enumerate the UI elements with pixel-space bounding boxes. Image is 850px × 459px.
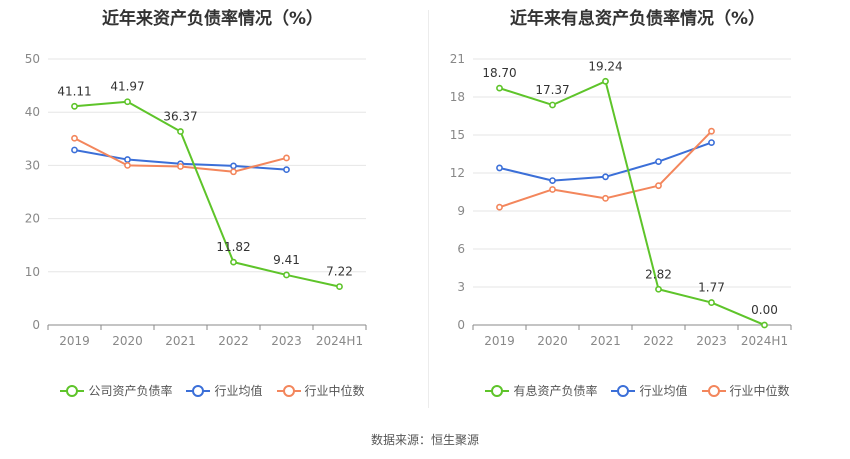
y-tick-label: 50 (25, 52, 40, 66)
data-point (230, 258, 237, 266)
chart-title: 近年来资产负债率情况（%） (101, 9, 324, 29)
chart-title: 近年来有息资产负债率情况（%） (509, 9, 766, 29)
legend-swatch-icon (186, 384, 211, 398)
legend-label: 公司资产负债率 (88, 384, 173, 398)
x-tick-label: 2024H1 (316, 334, 363, 348)
y-tick-label: 20 (25, 212, 40, 226)
data-point (708, 299, 715, 306)
x-tick-label: 2022 (643, 334, 674, 348)
legend-label: 行业均值 (214, 384, 263, 398)
data-point (655, 158, 662, 165)
data-point (283, 166, 290, 174)
legend-item[interactable]: 行业均值 (186, 382, 263, 399)
x-tick-label: 2019 (59, 334, 90, 348)
chart-legend: 公司资产负债率 行业均值 行业中位数 (0, 382, 425, 399)
data-point (549, 186, 556, 193)
data-point (708, 139, 715, 146)
data-label: 9.41 (273, 253, 300, 267)
data-point (336, 283, 343, 290)
data-label: 17.37 (535, 83, 569, 97)
data-label: 18.70 (482, 66, 516, 80)
data-point (177, 128, 184, 135)
x-tick-label: 2021 (165, 334, 196, 348)
x-tick-label: 2022 (218, 334, 249, 348)
y-tick-label: 15 (450, 128, 465, 142)
y-tick-label: 9 (457, 204, 465, 218)
data-point (496, 164, 503, 172)
y-tick-label: 6 (457, 242, 465, 256)
y-tick-label: 3 (457, 280, 465, 294)
legend-item[interactable]: 有息资产负债率 (485, 382, 597, 399)
y-tick-label: 12 (450, 166, 465, 180)
data-label: 1.77 (698, 281, 725, 295)
legend-swatch-icon (611, 384, 636, 398)
data-point (602, 173, 609, 181)
x-tick-label: 2021 (590, 334, 621, 348)
data-point (71, 146, 78, 154)
data-label: 2.82 (645, 267, 672, 281)
data-label: 0.00 (751, 303, 778, 317)
data-point (230, 168, 237, 176)
data-point (71, 134, 78, 142)
data-point (602, 77, 609, 85)
chart-legend: 有息资产负债率 行业均值 行业中位数 (425, 382, 850, 399)
panel-divider (428, 10, 429, 408)
data-point (496, 84, 503, 92)
legend-label: 行业中位数 (729, 384, 790, 398)
data-point (230, 162, 237, 170)
series-line (499, 80, 765, 326)
line-chart-debt-ratio: 0 10 20 30 40 50 2019 2020 2021 2022 2023 2024H1 41.… (25, 52, 367, 348)
legend-swatch-icon (60, 384, 85, 398)
data-label: 41.11 (57, 84, 91, 98)
legend-swatch-icon (276, 384, 301, 398)
legend-item[interactable]: 行业均值 (611, 382, 688, 399)
y-tick-label: 30 (25, 158, 40, 172)
y-tick-label: 18 (450, 90, 465, 104)
data-label: 7.22 (326, 265, 353, 279)
data-label: 11.82 (216, 240, 250, 254)
legend-label: 行业均值 (639, 384, 688, 398)
legend-item[interactable]: 行业中位数 (701, 382, 790, 399)
data-point (283, 154, 290, 162)
legend-label: 行业中位数 (304, 384, 365, 398)
x-tick-label: 2023 (696, 334, 727, 348)
data-point (124, 161, 131, 169)
x-tick-label: 2024H1 (741, 334, 788, 348)
y-tick-label: 10 (25, 265, 40, 279)
chart-panel-interest-debt-ratio: 近年来有息资产负债率情况（%） 0 3 6 9 12 15 18 21 2019 2020 2021… (425, 0, 850, 420)
data-point (655, 182, 662, 190)
data-point (177, 163, 184, 170)
y-tick-label: 0 (457, 318, 465, 332)
x-tick-label: 2023 (271, 334, 302, 348)
data-point (655, 285, 662, 293)
chart-panel-debt-ratio: 近年来资产负债率情况（%） 0 10 20 30 40 50 2019 2020 2021 202… (0, 0, 425, 420)
data-label: 41.97 (110, 80, 144, 94)
data-source-note: 数据来源：恒生聚源 (370, 433, 479, 447)
legend-swatch-icon (701, 384, 726, 398)
data-point (549, 177, 556, 184)
data-point (761, 321, 768, 329)
data-point (283, 271, 290, 279)
legend-item[interactable]: 公司资产负债率 (60, 382, 172, 399)
legend-item[interactable]: 行业中位数 (276, 382, 365, 399)
x-tick-label: 2020 (112, 334, 143, 348)
x-tick-label: 2019 (484, 334, 515, 348)
line-chart-interest-debt-ratio: 0 3 6 9 12 15 18 21 2019 2020 2021 2022 2023 2024H1 18… (450, 52, 792, 348)
data-point (124, 98, 131, 106)
legend-swatch-icon (485, 384, 510, 398)
data-point (708, 127, 715, 135)
data-point (71, 102, 78, 110)
legend-label: 有息资产负债率 (513, 384, 598, 398)
data-label: 36.37 (163, 110, 197, 124)
data-point (602, 194, 609, 202)
y-tick-label: 0 (32, 318, 40, 332)
series-line (74, 100, 340, 288)
y-tick-label: 40 (25, 105, 40, 119)
x-tick-label: 2020 (537, 334, 568, 348)
data-point (496, 203, 503, 211)
data-point (549, 101, 556, 109)
data-point (124, 156, 131, 163)
y-tick-label: 21 (450, 52, 465, 66)
data-label: 19.24 (588, 59, 622, 73)
